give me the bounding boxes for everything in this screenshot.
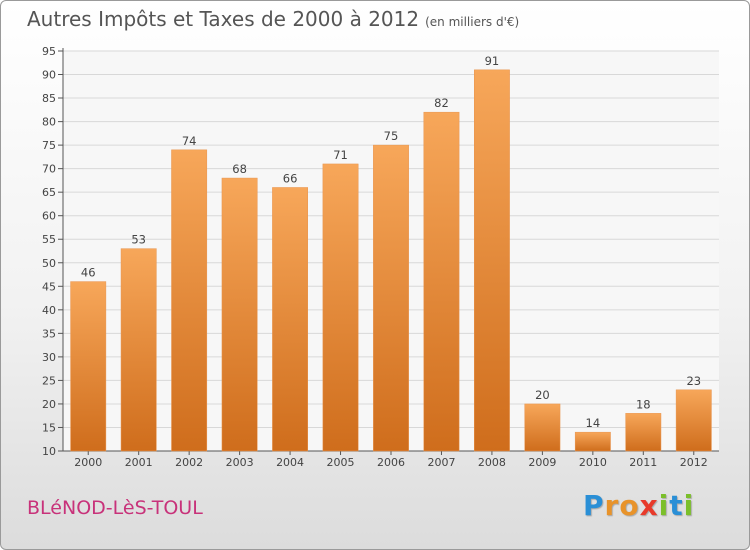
y-tick-label: 50 [42, 257, 56, 270]
y-tick-label: 90 [42, 69, 56, 82]
chart-unit-note: (en milliers d'€) [425, 15, 520, 29]
data-label-2001: 53 [131, 233, 146, 247]
logo-letter: o [619, 489, 640, 522]
chart-title-text: Autres Impôts et Taxes de 2000 à 2012 [27, 7, 420, 31]
x-tick-label-2002: 2002 [175, 456, 203, 469]
data-label-2007: 82 [434, 96, 449, 110]
x-tick-label-2003: 2003 [226, 456, 254, 469]
bar-2011 [625, 413, 662, 452]
logo-letter: P [583, 489, 605, 522]
y-tick-label: 10 [42, 445, 56, 458]
bar-2000 [70, 281, 107, 452]
logo-letter: r [604, 489, 620, 522]
data-label-2009: 20 [535, 388, 550, 402]
logo-letter: i [658, 489, 670, 522]
bar-2009 [524, 403, 561, 452]
y-tick-label: 65 [42, 186, 56, 199]
y-tick-label: 20 [42, 398, 56, 411]
y-tick-label: 45 [42, 280, 56, 293]
x-tick-label-2007: 2007 [427, 456, 455, 469]
data-label-2002: 74 [182, 134, 197, 148]
bar-2007 [423, 111, 460, 452]
y-tick-label: 30 [42, 351, 56, 364]
bar-2005 [322, 163, 359, 452]
data-label-2006: 75 [384, 129, 399, 143]
data-label-2005: 71 [333, 148, 348, 162]
y-tick-label: 80 [42, 116, 56, 129]
x-tick-label-2011: 2011 [629, 456, 657, 469]
bar-2002 [171, 149, 208, 452]
x-tick-label-2008: 2008 [478, 456, 506, 469]
y-tick-label: 85 [42, 92, 56, 105]
bar-2006 [373, 144, 409, 452]
x-tick-label-2001: 2001 [125, 456, 153, 469]
y-tick-label: 15 [42, 421, 56, 434]
y-tick-label: 75 [42, 139, 56, 152]
bar-2012 [675, 389, 712, 452]
logo-letter: x [639, 489, 659, 522]
y-tick-label: 25 [42, 374, 56, 387]
x-tick-label-2005: 2005 [327, 456, 355, 469]
y-tick-label: 35 [42, 327, 56, 340]
bars [70, 69, 712, 452]
y-tick-label: 95 [42, 45, 56, 58]
y-tick-label: 55 [42, 233, 56, 246]
x-tick-label-2010: 2010 [579, 456, 607, 469]
x-tick-label-2009: 2009 [528, 456, 556, 469]
data-label-2003: 68 [232, 162, 247, 176]
chart-title: Autres Impôts et Taxes de 2000 à 2012 (en… [27, 7, 519, 31]
x-tick-label-2012: 2012 [680, 456, 708, 469]
bar-2003 [221, 177, 258, 452]
bar-2004 [272, 187, 308, 452]
data-label-2012: 23 [686, 374, 701, 388]
logo-letter: i [683, 489, 695, 522]
x-tick-label-2000: 2000 [74, 456, 102, 469]
data-label-2000: 46 [81, 266, 96, 280]
x-tick-label-2004: 2004 [276, 456, 304, 469]
y-tick-label: 70 [42, 163, 56, 176]
data-label-2008: 91 [485, 54, 500, 68]
logo-letter: t [669, 489, 684, 522]
bar-2008 [474, 69, 510, 452]
bar-2001 [120, 248, 157, 452]
bar-2010 [574, 431, 611, 452]
proxiti-logo: Proxiti [583, 489, 694, 522]
data-label-2010: 14 [586, 416, 601, 430]
data-label-2004: 66 [283, 171, 298, 185]
y-tick-label: 40 [42, 304, 56, 317]
x-tick-label-2006: 2006 [377, 456, 405, 469]
data-label-2011: 18 [636, 397, 651, 411]
y-tick-label: 60 [42, 210, 56, 223]
labels: 46 2000 53 2001 74 2002 68 2003 66 2004 71 2005 75 20… [74, 54, 708, 469]
axes: 10 15 20 25 30 35 40 45 50 55 60 65 70 75 80 85 90 95 [42, 45, 719, 458]
town-name: BLéNOD-LèS-TOUL [27, 497, 203, 519]
